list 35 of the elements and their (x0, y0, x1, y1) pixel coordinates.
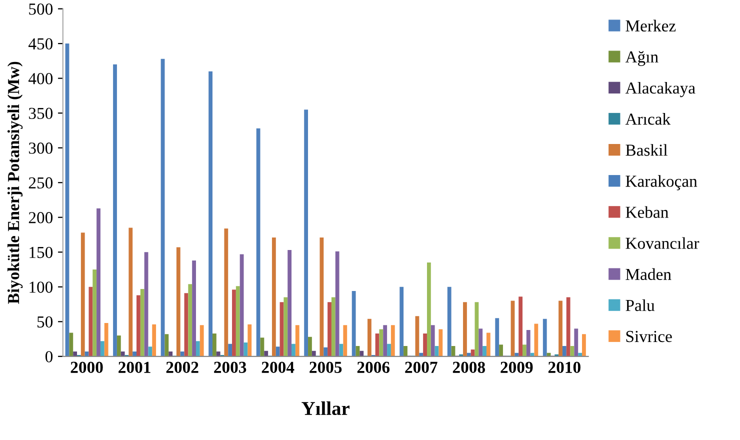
legend-label: Maden (626, 268, 672, 280)
x-tick-label: 2009 (500, 362, 533, 373)
y-tick-label: 500 (29, 4, 53, 15)
y-tick-label: 250 (28, 177, 53, 189)
legend-label: Alacakaya (625, 82, 696, 98)
legend-label: Baskil (626, 144, 668, 156)
y-tick-label: 50 (37, 316, 53, 328)
y-tick-label: 450 (28, 38, 53, 50)
x-tick-label: 2004 (262, 362, 294, 373)
legend-label: Kovancılar (626, 237, 700, 249)
x-tick-label: 2001 (118, 362, 150, 373)
x-tick-label: 2000 (70, 362, 103, 373)
x-tick-label: 2006 (357, 362, 390, 373)
x-axis-title: Yıllar (302, 401, 350, 416)
y-axis-title: Biyokütle Enerji Potansiyeli (Mw) (7, 62, 23, 304)
legend-label: Sivrice (626, 330, 672, 342)
x-tick-label: 2005 (310, 362, 342, 373)
legend-label: Karakoçan (626, 175, 698, 190)
x-tick-label: 2008 (452, 362, 486, 373)
legend-label: Keban (626, 206, 668, 218)
legend-label: Ağın (625, 51, 658, 66)
legend-label: Arıcak (625, 113, 671, 125)
x-tick-label: 2003 (214, 362, 246, 373)
x-tick-label: 2010 (548, 362, 580, 373)
legend-label: Palu (626, 299, 655, 312)
y-tick-label: 300 (28, 142, 53, 154)
y-tick-label: 100 (30, 282, 53, 293)
legend-label: Merkez (626, 20, 676, 32)
x-tick-label: 2007 (405, 362, 438, 373)
x-tick-label: 2002 (166, 362, 198, 373)
y-tick-label: 350 (28, 108, 53, 120)
y-tick-label: 400 (28, 73, 53, 84)
y-tick-label: 150 (30, 246, 53, 258)
y-tick-label: 200 (28, 212, 53, 224)
y-tick-label: 0 (45, 351, 53, 362)
